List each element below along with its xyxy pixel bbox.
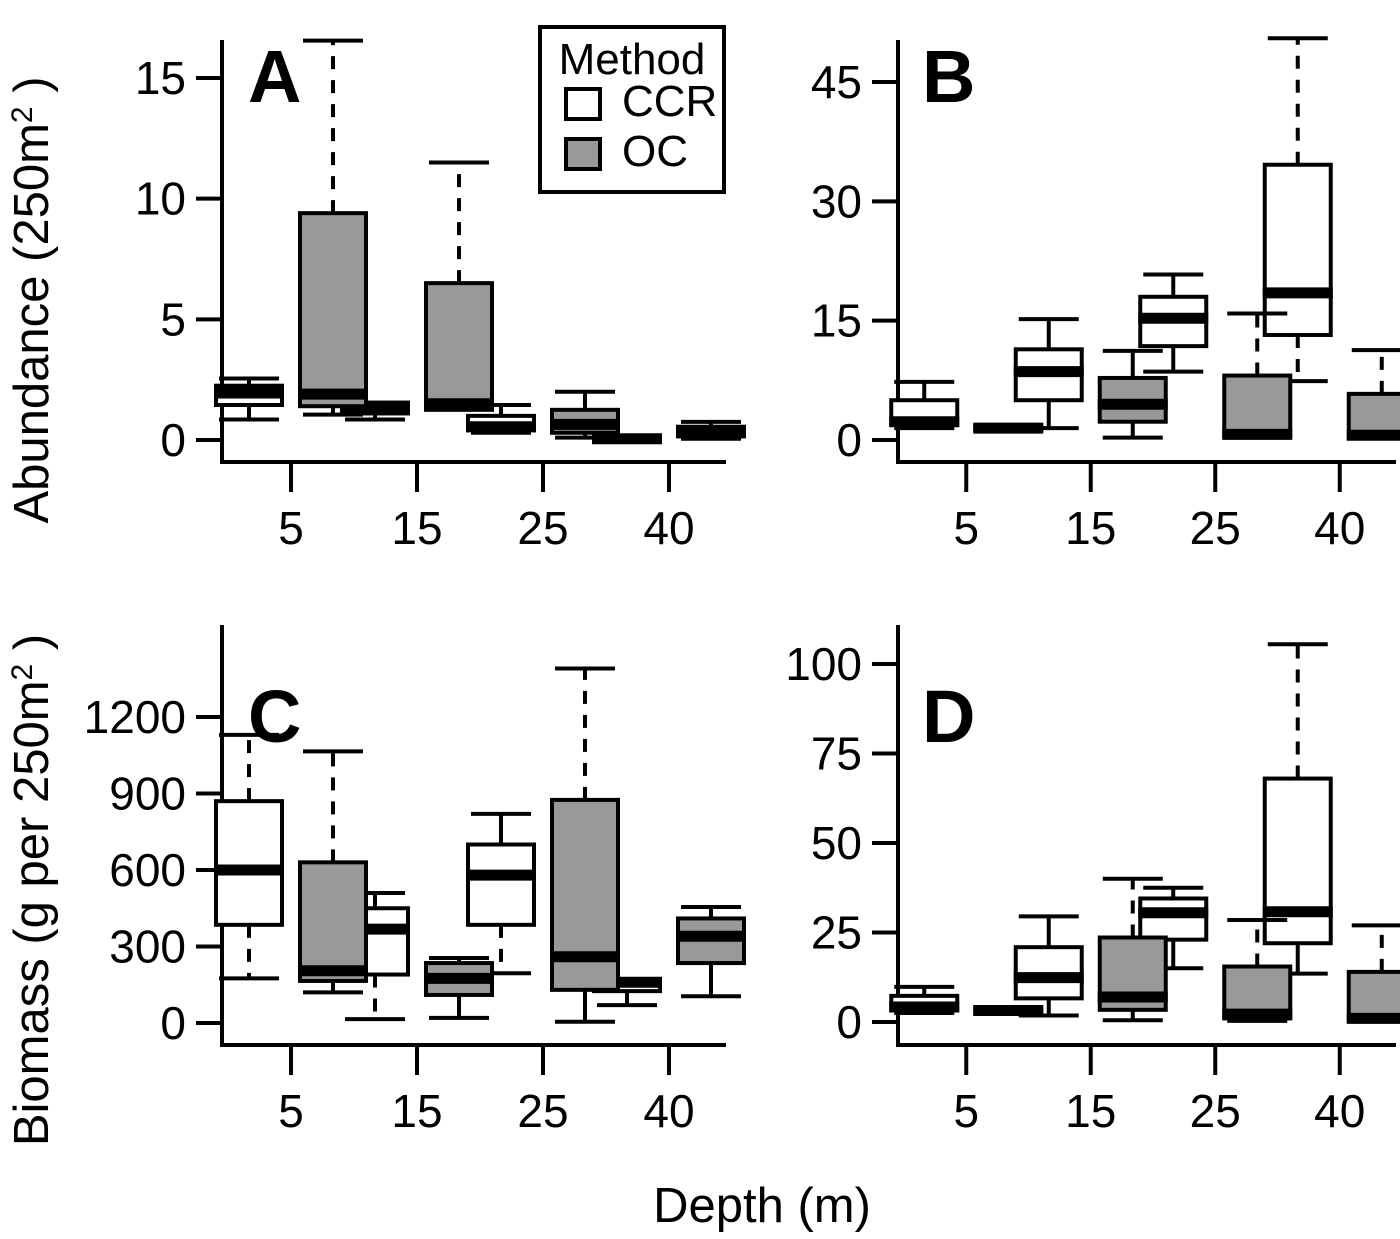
boxplot-a-oc-15 bbox=[424, 160, 494, 412]
y-axis-title-abundance-tail: ) bbox=[5, 76, 59, 106]
y-tick-label-d-100: 100 bbox=[785, 638, 862, 690]
boxplot-b-ccr-5 bbox=[889, 379, 960, 431]
x-axis-title: Depth (m) bbox=[653, 1179, 871, 1233]
y-axis-title-biomass-sup: 2 bbox=[6, 664, 39, 681]
box-body bbox=[1262, 162, 1333, 337]
x-tick-label-a-40: 40 bbox=[643, 502, 694, 554]
boxplot-c-oc-40 bbox=[676, 904, 746, 999]
panel-label-d: D bbox=[922, 675, 975, 758]
y-tick-label-a-0: 0 bbox=[160, 414, 186, 466]
y-tick-label-b-0: 0 bbox=[836, 414, 862, 466]
boxplot-a-ccr-25 bbox=[466, 403, 536, 435]
y-axis-title-biomass: Biomass (g per 250m2 ) bbox=[5, 634, 59, 1146]
box-body bbox=[1138, 896, 1209, 942]
boxplot-c-ccr-5 bbox=[214, 732, 284, 981]
boxplot-b-ccr-25 bbox=[1138, 272, 1209, 374]
x-tick-label-c-40: 40 bbox=[643, 1085, 694, 1137]
y-tick-label-a-5: 5 bbox=[160, 293, 186, 345]
boxplot-a-oc-25 bbox=[550, 389, 620, 440]
legend-title: Method bbox=[559, 35, 706, 84]
panel-c: 0 300 600 900 1200 5 15 25 40 C bbox=[84, 625, 746, 1137]
x-tick-label-d-25: 25 bbox=[1190, 1085, 1241, 1137]
y-axis-title-biomass-main: Biomass (g per 250m bbox=[5, 680, 59, 1146]
boxplot-d-ccr-15 bbox=[1013, 914, 1084, 1018]
y-tick-label-d-50: 50 bbox=[811, 817, 862, 869]
x-tick-label-c-25: 25 bbox=[517, 1085, 568, 1137]
y-tick-label-c-300: 300 bbox=[109, 921, 186, 973]
boxplot-d-oc-25 bbox=[1222, 917, 1293, 1023]
box-body bbox=[466, 842, 536, 927]
x-tick-label-d-40: 40 bbox=[1314, 1085, 1365, 1137]
boxplot-a-ccr-5 bbox=[214, 376, 284, 422]
y-tick-label-c-1200: 1200 bbox=[84, 691, 186, 743]
x-tick-label-a-25: 25 bbox=[517, 502, 568, 554]
boxplot-d-oc-15 bbox=[1097, 876, 1168, 1023]
x-tick-label-c-5: 5 bbox=[278, 1085, 304, 1137]
boxplot-b-oc-5 bbox=[973, 422, 1044, 434]
y-tick-label-c-0: 0 bbox=[160, 997, 186, 1049]
y-tick-label-b-45: 45 bbox=[811, 56, 862, 108]
box-body bbox=[1222, 373, 1293, 439]
boxplot-c-ccr-25 bbox=[466, 811, 536, 976]
y-tick-label-b-15: 15 bbox=[811, 295, 862, 347]
boxplot-c-oc-5 bbox=[298, 749, 368, 995]
boxplot-b-oc-15 bbox=[1097, 348, 1168, 440]
y-axis-title-abundance-main: Abundance (250m bbox=[5, 123, 59, 523]
boxplot-d-oc-5 bbox=[973, 1005, 1044, 1017]
panel-label-c: C bbox=[248, 675, 301, 758]
boxplot-b-oc-25 bbox=[1222, 311, 1293, 440]
box-body bbox=[298, 211, 368, 409]
boxplot-d-ccr-5 bbox=[889, 984, 960, 1016]
panel-b: 0 15 30 45 5 15 25 40 B bbox=[811, 35, 1400, 554]
y-tick-label-c-600: 600 bbox=[109, 844, 186, 896]
box-body bbox=[424, 281, 494, 412]
y-tick-label-b-30: 30 bbox=[811, 175, 862, 227]
box-body bbox=[214, 799, 284, 927]
x-tick-label-b-25: 25 bbox=[1190, 502, 1241, 554]
x-tick-label-b-40: 40 bbox=[1314, 502, 1365, 554]
boxplot-a-oc-40 bbox=[676, 419, 746, 441]
boxplot-b-ccr-40 bbox=[1262, 36, 1333, 384]
panel-d: 0 25 50 75 100 5 15 25 40 D bbox=[785, 625, 1400, 1137]
svg-text:Abundance (250m2 ): Abundance (250m2 ) bbox=[5, 76, 59, 523]
y-tick-label-c-900: 900 bbox=[109, 768, 186, 820]
boxplot-d-ccr-40 bbox=[1262, 642, 1333, 976]
svg-text:Biomass (g per 250m2 ): Biomass (g per 250m2 ) bbox=[5, 634, 59, 1146]
y-tick-label-a-15: 15 bbox=[135, 52, 186, 104]
legend: Method CCR OC bbox=[538, 25, 726, 194]
legend-swatch-oc[interactable] bbox=[564, 137, 602, 171]
x-tick-label-c-15: 15 bbox=[391, 1085, 442, 1137]
boxplot-a-oc-5 bbox=[298, 38, 368, 417]
legend-label-oc: OC bbox=[622, 127, 688, 176]
box-body bbox=[298, 860, 368, 983]
panel-a: 0 5 10 15 5 15 25 40 A bbox=[135, 35, 746, 554]
y-tick-label-d-0: 0 bbox=[836, 996, 862, 1048]
boxplot-c-oc-15 bbox=[424, 955, 494, 1020]
y-tick-label-d-25: 25 bbox=[811, 907, 862, 959]
y-tick-label-d-75: 75 bbox=[811, 728, 862, 780]
panel-label-a: A bbox=[248, 35, 301, 118]
boxplot-b-ccr-15 bbox=[1013, 317, 1084, 431]
y-axis-title-abundance-sup: 2 bbox=[6, 106, 39, 123]
legend-swatch-ccr[interactable] bbox=[564, 87, 602, 121]
y-axis-title-biomass-tail: ) bbox=[5, 634, 59, 664]
x-tick-label-b-5: 5 bbox=[953, 502, 979, 554]
x-tick-label-d-15: 15 bbox=[1065, 1085, 1116, 1137]
boxplot-c-oc-25 bbox=[550, 666, 620, 1024]
x-tick-label-b-15: 15 bbox=[1065, 502, 1116, 554]
legend-label-ccr: CCR bbox=[622, 77, 717, 126]
panel-label-b: B bbox=[922, 35, 975, 118]
x-tick-label-a-5: 5 bbox=[278, 502, 304, 554]
boxplot-d-ccr-25 bbox=[1138, 885, 1209, 971]
y-axis-title-abundance: Abundance (250m2 ) bbox=[5, 76, 59, 523]
boxplot-b-oc-40 bbox=[1346, 348, 1400, 441]
x-tick-label-a-15: 15 bbox=[391, 502, 442, 554]
boxplot-d-oc-40 bbox=[1346, 923, 1400, 1024]
x-tick-label-d-5: 5 bbox=[953, 1085, 979, 1137]
y-tick-label-a-10: 10 bbox=[135, 173, 186, 225]
